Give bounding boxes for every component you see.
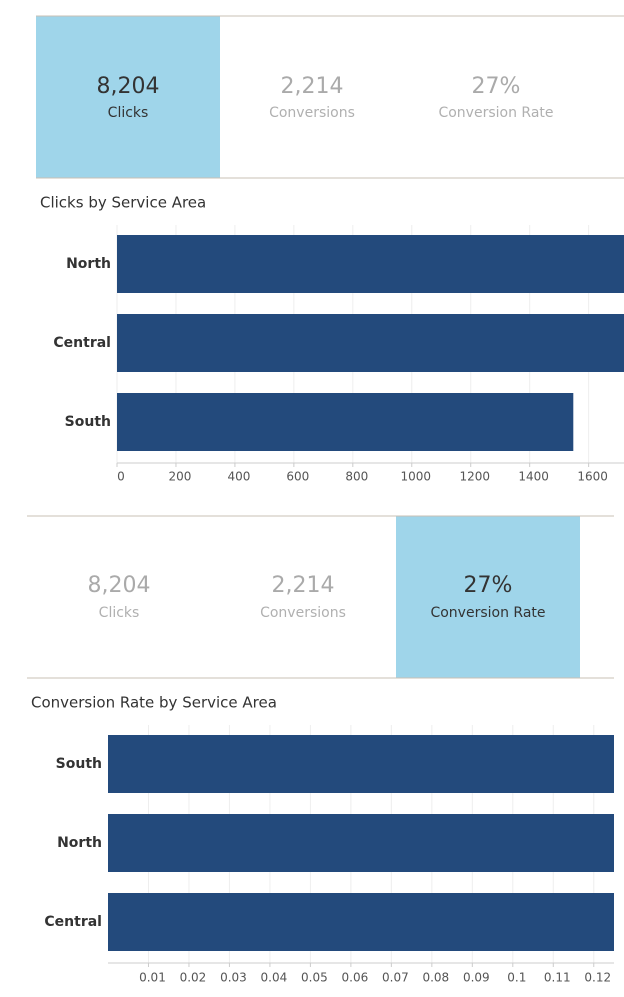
kpi-value: 2,214: [272, 573, 335, 598]
x-tick-label: 0.09: [463, 971, 490, 985]
x-tick-label: 600: [286, 470, 309, 484]
bar: [117, 235, 624, 293]
bar: [108, 893, 614, 951]
x-tick-label: 200: [169, 470, 192, 484]
x-tick-label: 0.1: [507, 971, 526, 985]
x-tick-label: 0.12: [584, 971, 611, 985]
category-label: South: [56, 756, 102, 772]
x-tick-label: 0.03: [220, 971, 247, 985]
chart-title: Clicks by Service Area: [40, 194, 206, 212]
kpi-label: Clicks: [108, 105, 149, 121]
category-label: North: [57, 835, 102, 851]
x-tick-label: 0.07: [382, 971, 409, 985]
kpi-label: Conversions: [269, 105, 355, 121]
x-tick-label: 1400: [518, 470, 549, 484]
kpi-label: Conversions: [260, 605, 346, 621]
kpi-label: Clicks: [99, 605, 140, 621]
kpi-value: 27%: [472, 74, 521, 99]
kpi-value: 8,204: [88, 573, 151, 598]
x-tick-label: 1000: [400, 470, 431, 484]
x-tick-label: 1200: [459, 470, 490, 484]
x-tick-label: 400: [227, 470, 250, 484]
bar: [117, 393, 574, 451]
category-label: Central: [53, 335, 111, 351]
kpi-tile-selected: [396, 516, 580, 678]
category-label: Central: [44, 914, 102, 930]
bar: [108, 814, 614, 872]
kpi-value: 2,214: [281, 74, 344, 99]
kpi-value: 8,204: [97, 74, 160, 99]
x-tick-label: 0.04: [261, 971, 288, 985]
kpi-value: 27%: [464, 573, 513, 598]
x-tick-label: 0.02: [180, 971, 207, 985]
x-tick-label: 0.05: [301, 971, 328, 985]
category-label: North: [66, 256, 111, 272]
kpi-tile-selected: [36, 16, 220, 178]
category-label: South: [65, 414, 111, 430]
bar: [108, 735, 614, 793]
x-tick-label: 0.06: [342, 971, 369, 985]
chart-title: Conversion Rate by Service Area: [31, 694, 277, 712]
x-tick-label: 0: [117, 470, 125, 484]
x-tick-label: 0.01: [139, 971, 166, 985]
bar: [117, 314, 624, 372]
x-tick-label: 800: [345, 470, 368, 484]
kpi-label: Conversion Rate: [430, 605, 545, 621]
kpi-label: Conversion Rate: [438, 105, 553, 121]
x-tick-label: 0.08: [422, 971, 449, 985]
x-tick-label: 0.11: [544, 971, 571, 985]
x-tick-label: 1600: [577, 470, 608, 484]
